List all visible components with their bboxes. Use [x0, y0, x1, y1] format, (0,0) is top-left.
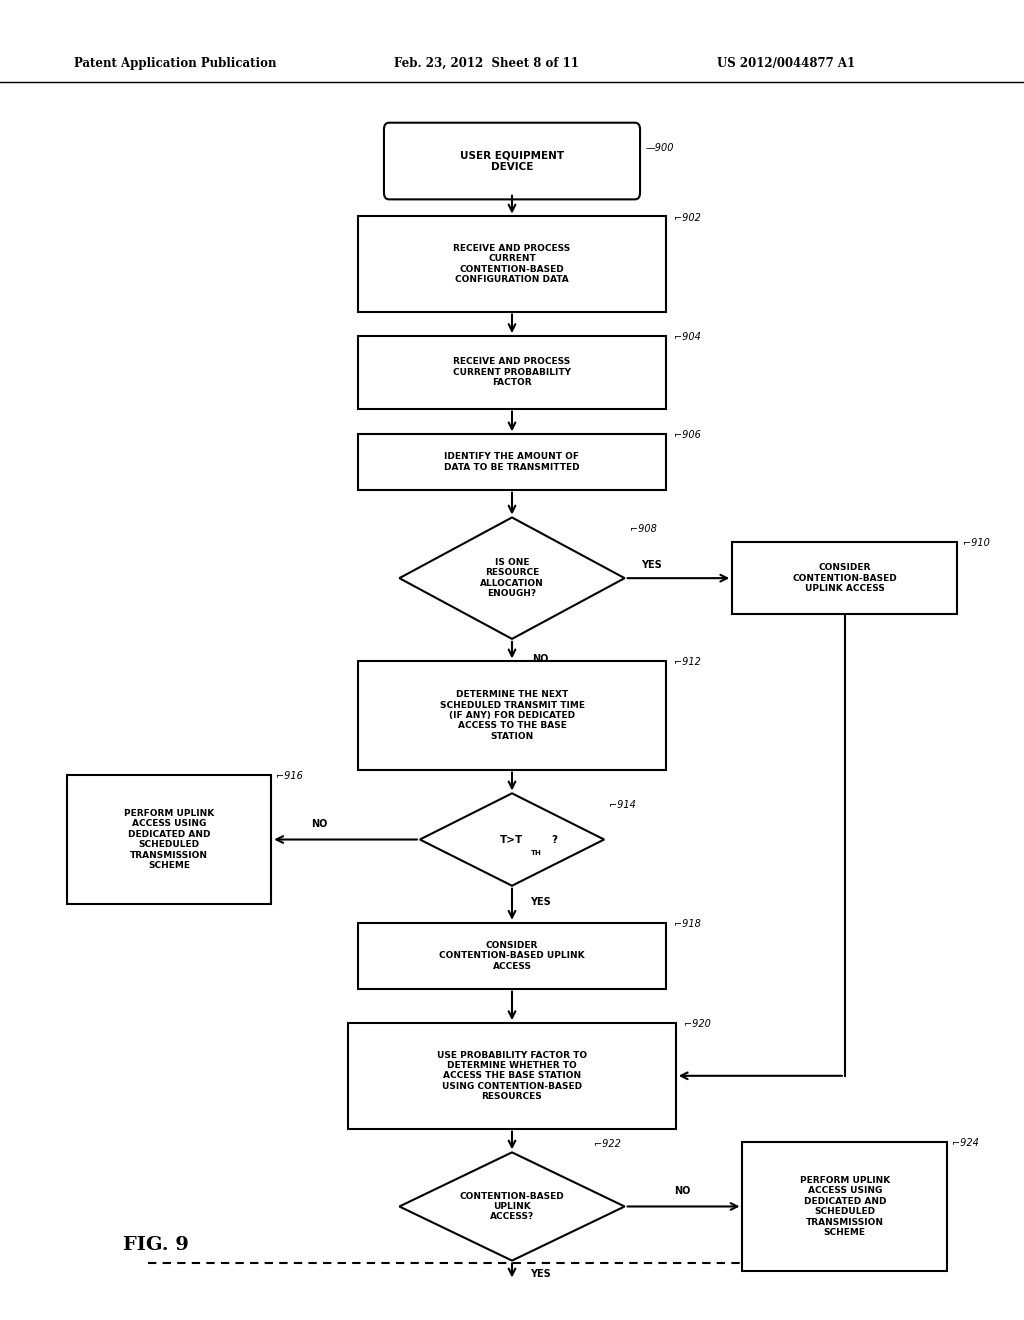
- Bar: [358, 923, 666, 989]
- Text: YES: YES: [641, 560, 662, 570]
- Polygon shape: [399, 517, 625, 639]
- Text: USER EQUIPMENT
DEVICE: USER EQUIPMENT DEVICE: [460, 150, 564, 172]
- Text: ⌐914: ⌐914: [609, 800, 636, 810]
- Text: ⌐908: ⌐908: [630, 524, 656, 535]
- Text: CONSIDER
CONTENTION-BASED
UPLINK ACCESS: CONSIDER CONTENTION-BASED UPLINK ACCESS: [793, 564, 897, 593]
- Text: ⌐918: ⌐918: [674, 919, 700, 929]
- Text: IDENTIFY THE AMOUNT OF
DATA TO BE TRANSMITTED: IDENTIFY THE AMOUNT OF DATA TO BE TRANSM…: [444, 453, 580, 471]
- Text: RECEIVE AND PROCESS
CURRENT PROBABILITY
FACTOR: RECEIVE AND PROCESS CURRENT PROBABILITY …: [453, 358, 571, 387]
- Text: NO: NO: [674, 1185, 690, 1196]
- Text: PERFORM UPLINK
ACCESS USING
DEDICATED AND
SCHEDULED
TRANSMISSION
SCHEME: PERFORM UPLINK ACCESS USING DEDICATED AN…: [124, 809, 214, 870]
- Text: —900: —900: [645, 143, 674, 153]
- Polygon shape: [420, 793, 604, 886]
- Text: US 2012/0044877 A1: US 2012/0044877 A1: [717, 57, 855, 70]
- Text: RECEIVE AND PROCESS
CURRENT
CONTENTION-BASED
CONFIGURATION DATA: RECEIVE AND PROCESS CURRENT CONTENTION-B…: [454, 244, 570, 284]
- Text: ⌐910: ⌐910: [963, 539, 989, 548]
- Text: NO: NO: [532, 653, 549, 664]
- Text: YES: YES: [530, 1269, 551, 1279]
- Text: YES: YES: [530, 896, 551, 907]
- Text: ⌐906: ⌐906: [674, 430, 700, 441]
- Text: ⌐922: ⌐922: [594, 1139, 621, 1150]
- Text: CONTENTION-BASED
UPLINK
ACCESS?: CONTENTION-BASED UPLINK ACCESS?: [460, 1192, 564, 1221]
- Text: DETERMINE THE NEXT
SCHEDULED TRANSMIT TIME
(IF ANY) FOR DEDICATED
ACCESS TO THE : DETERMINE THE NEXT SCHEDULED TRANSMIT TI…: [439, 690, 585, 741]
- Text: TH: TH: [530, 850, 541, 857]
- Text: ⌐904: ⌐904: [674, 333, 700, 342]
- Text: Feb. 23, 2012  Sheet 8 of 11: Feb. 23, 2012 Sheet 8 of 11: [394, 57, 580, 70]
- FancyBboxPatch shape: [384, 123, 640, 199]
- Text: ?: ?: [551, 834, 557, 845]
- Bar: [358, 434, 666, 490]
- Text: IS ONE
RESOURCE
ALLOCATION
ENOUGH?: IS ONE RESOURCE ALLOCATION ENOUGH?: [480, 558, 544, 598]
- Text: PERFORM UPLINK
ACCESS USING
DEDICATED AND
SCHEDULED
TRANSMISSION
SCHEME: PERFORM UPLINK ACCESS USING DEDICATED AN…: [800, 1176, 890, 1237]
- Text: Patent Application Publication: Patent Application Publication: [74, 57, 276, 70]
- Text: FIG. 9: FIG. 9: [123, 1236, 188, 1254]
- Bar: [742, 1142, 947, 1271]
- Text: ⌐920: ⌐920: [684, 1019, 711, 1030]
- Text: ⌐924: ⌐924: [952, 1138, 979, 1148]
- Bar: [358, 216, 666, 312]
- Text: ⌐916: ⌐916: [276, 771, 303, 781]
- Text: ⌐902: ⌐902: [674, 213, 700, 223]
- Text: T>T: T>T: [501, 834, 523, 845]
- Text: CONSIDER
CONTENTION-BASED UPLINK
ACCESS: CONSIDER CONTENTION-BASED UPLINK ACCESS: [439, 941, 585, 970]
- Bar: [358, 661, 666, 770]
- Bar: [358, 335, 666, 409]
- Bar: [732, 541, 957, 614]
- Bar: [348, 1023, 676, 1129]
- Text: ⌐912: ⌐912: [674, 657, 700, 668]
- Polygon shape: [399, 1152, 625, 1261]
- Text: NO: NO: [311, 818, 328, 829]
- Bar: [67, 775, 271, 904]
- Text: USE PROBABILITY FACTOR TO
DETERMINE WHETHER TO
ACCESS THE BASE STATION
USING CON: USE PROBABILITY FACTOR TO DETERMINE WHET…: [437, 1051, 587, 1101]
